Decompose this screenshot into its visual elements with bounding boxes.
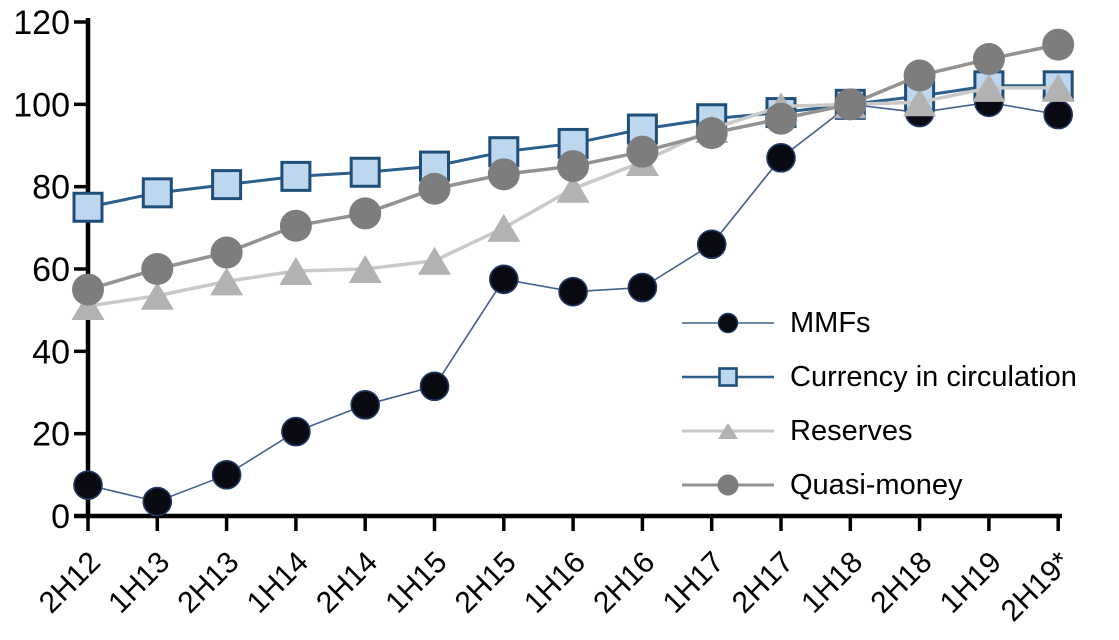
legend-marker-shape bbox=[717, 474, 739, 496]
y-tick-label: 0 bbox=[51, 498, 70, 536]
legend-label-currency-in-circulation: Currency in circulation bbox=[790, 360, 1077, 393]
series-mmfs-marker bbox=[211, 460, 242, 490]
series-mmfs-marker bbox=[696, 229, 727, 260]
quasi-money-legend-marker-icon bbox=[682, 474, 774, 496]
series-quasi-money-marker bbox=[487, 158, 520, 191]
y-tick-label: 100 bbox=[13, 86, 70, 124]
legend-label-mmfs: MMFs bbox=[790, 306, 871, 339]
series-quasi-money-marker bbox=[834, 88, 867, 121]
series-quasi-money-marker bbox=[765, 102, 797, 135]
x-tick-label: 2H13 bbox=[172, 546, 246, 620]
y-tick-label: 40 bbox=[32, 333, 70, 371]
series-quasi-money-marker bbox=[626, 135, 659, 168]
series-quasi-money-marker bbox=[418, 172, 451, 205]
series-quasi-money-marker bbox=[557, 150, 590, 183]
mmfs-legend-marker-icon bbox=[682, 312, 774, 334]
series-quasi-money-marker bbox=[903, 59, 936, 92]
series-currency-in-circulation-marker bbox=[280, 160, 312, 192]
series-mmfs-marker bbox=[73, 470, 103, 500]
x-tick-label: 2H12 bbox=[33, 546, 107, 620]
series-quasi-money-marker bbox=[210, 236, 243, 269]
x-tick-label: 1H19 bbox=[934, 546, 1008, 620]
series-reserves-marker bbox=[556, 174, 590, 203]
series-quasi-money-marker bbox=[279, 209, 312, 242]
series-currency-in-circulation-marker bbox=[141, 177, 173, 209]
series-mmfs-marker bbox=[558, 276, 588, 307]
legend-item-mmfs: MMFs bbox=[680, 296, 1077, 350]
series-mmfs-marker bbox=[766, 143, 796, 173]
x-tick-label: 1H16 bbox=[518, 546, 592, 620]
x-tick-label: 2H15 bbox=[449, 546, 523, 620]
series-reserves-marker bbox=[487, 213, 521, 242]
legend-marker-shape bbox=[718, 367, 738, 387]
legend-marker-shape bbox=[717, 312, 739, 334]
y-tick-label: 80 bbox=[32, 169, 70, 207]
legend-item-reserves: Reserves bbox=[680, 404, 1077, 458]
series-mmfs-marker bbox=[419, 371, 450, 402]
legend-label-quasi-money: Quasi-money bbox=[790, 468, 963, 501]
x-tick-label: 2H17 bbox=[726, 546, 800, 620]
series-reserves-marker bbox=[903, 88, 937, 117]
y-tick-label: 20 bbox=[32, 416, 70, 454]
x-tick-label: 1H15 bbox=[379, 546, 453, 620]
series-reserves-marker bbox=[71, 292, 105, 321]
series-reserves-marker bbox=[1041, 73, 1075, 102]
legend-item-quasi-money: Quasi-money bbox=[680, 458, 1077, 512]
series-currency-in-circulation-marker bbox=[349, 156, 381, 188]
series-mmfs-marker bbox=[488, 264, 519, 295]
legend-label-reserves: Reserves bbox=[790, 414, 913, 447]
legend: MMFs Currency in circulation Reserves Qu… bbox=[680, 296, 1077, 512]
series-currency-in-circulation-marker bbox=[488, 136, 520, 168]
reserves-legend-marker-icon bbox=[682, 423, 774, 439]
series-quasi-money-marker bbox=[695, 117, 728, 150]
y-tick-label: 60 bbox=[32, 251, 70, 289]
series-currency-in-circulation-marker bbox=[72, 191, 104, 223]
x-tick-label: 2H19* bbox=[995, 545, 1078, 628]
series-reserves-marker bbox=[418, 246, 451, 275]
x-tick-label: 1H13 bbox=[102, 546, 176, 620]
series-reserves-marker bbox=[279, 257, 313, 286]
legend-item-currency-in-circulation: Currency in circulation bbox=[680, 350, 1077, 404]
x-tick-label: 2H14 bbox=[310, 546, 384, 620]
series-reserves-marker bbox=[140, 281, 174, 310]
series-quasi-money-marker bbox=[1042, 28, 1075, 61]
series-quasi-money-marker bbox=[72, 273, 104, 306]
legend-marker-shape bbox=[718, 423, 738, 439]
series-quasi-money-marker bbox=[972, 43, 1005, 76]
x-tick-label: 1H14 bbox=[241, 546, 315, 620]
series-reserves-marker bbox=[972, 73, 1006, 102]
x-tick-label: 1H17 bbox=[657, 546, 731, 620]
series-reserves-marker bbox=[210, 267, 244, 296]
series-mmfs-marker bbox=[1043, 99, 1073, 130]
x-tick-label: 2H18 bbox=[865, 546, 939, 620]
series-mmfs-marker bbox=[281, 416, 311, 447]
x-tick-label: 1H18 bbox=[795, 546, 869, 620]
y-tick-label: 120 bbox=[13, 4, 70, 42]
x-tick-label: 2H16 bbox=[587, 546, 661, 620]
series-mmfs-marker bbox=[350, 390, 381, 420]
series-currency-in-circulation-marker bbox=[211, 169, 243, 201]
series-quasi-money-marker bbox=[349, 197, 382, 230]
series-mmfs-marker bbox=[142, 486, 173, 517]
series-mmfs-marker bbox=[627, 272, 658, 303]
series-quasi-money-marker bbox=[141, 253, 174, 285]
series-reserves-marker bbox=[348, 255, 382, 283]
currency-legend-marker-icon bbox=[682, 367, 774, 387]
